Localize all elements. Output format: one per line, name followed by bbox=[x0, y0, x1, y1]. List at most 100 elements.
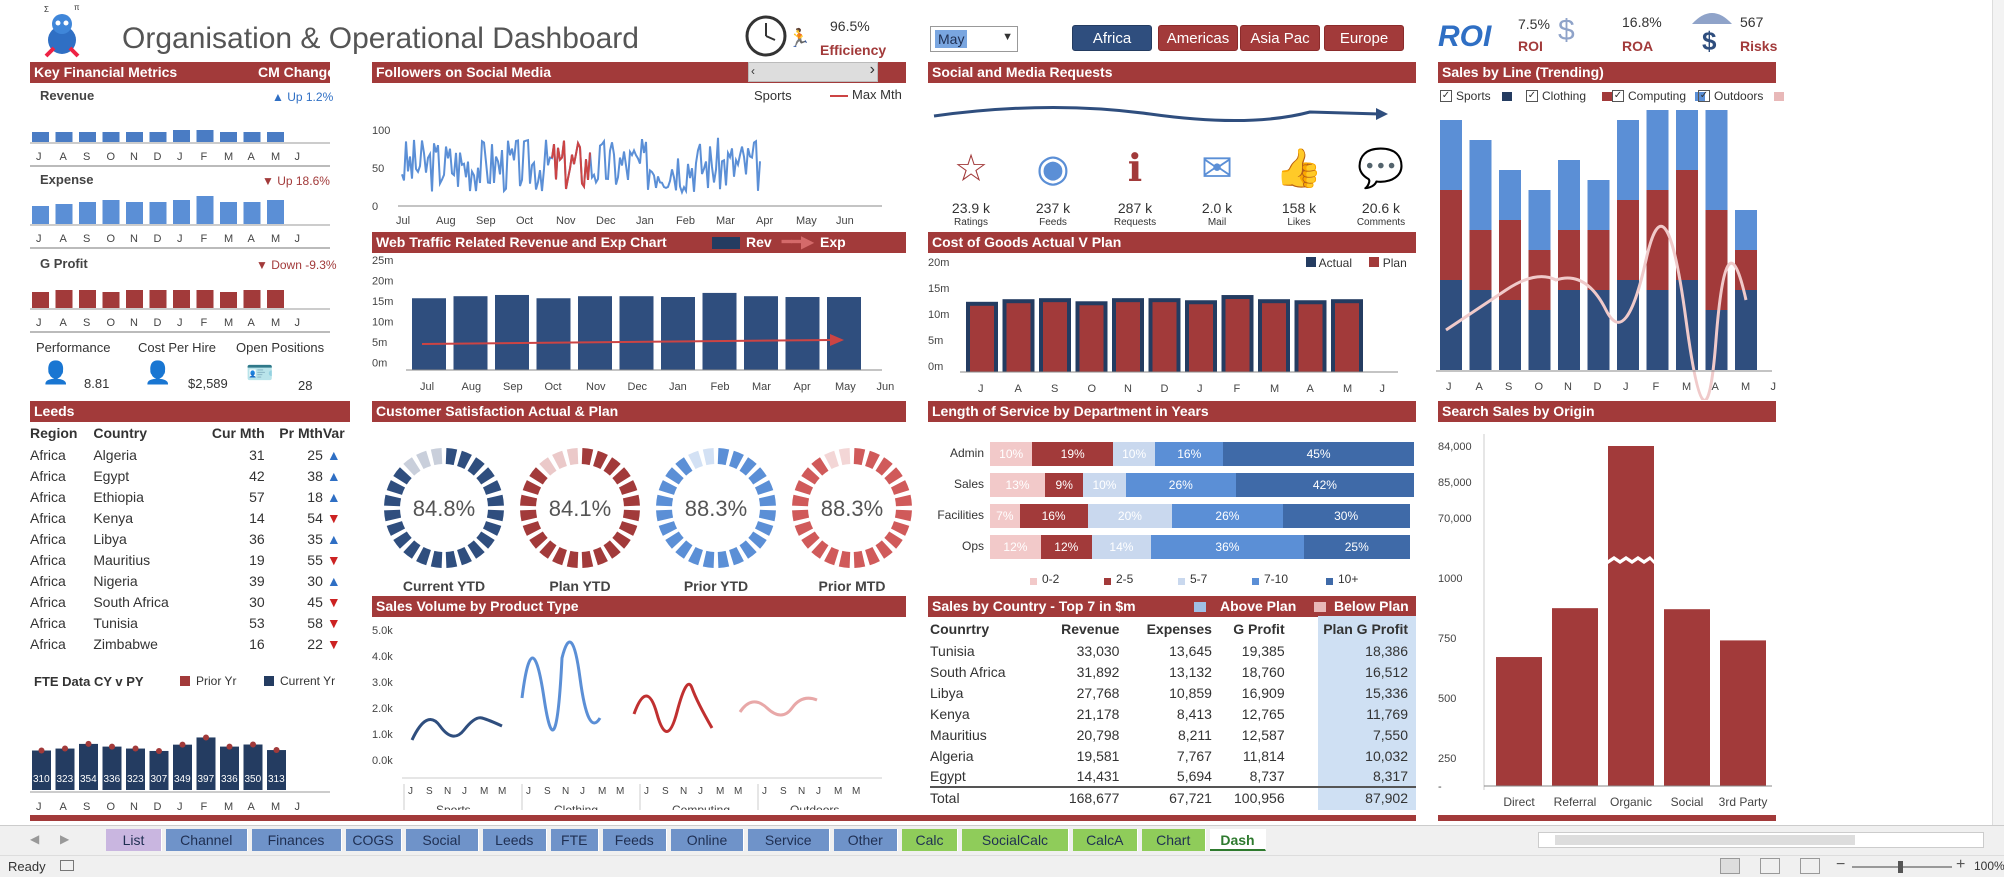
zoom-slider-thumb[interactable] bbox=[1898, 861, 1903, 873]
page-layout-icon[interactable] bbox=[1760, 858, 1780, 874]
country-cell: 33,030 bbox=[1076, 642, 1120, 659]
leeds-col-prior: Pr Mth bbox=[279, 425, 323, 441]
month-select[interactable]: May ▼ bbox=[930, 26, 1018, 52]
leeds-row: Africa Tunisia 53 58 ▼ bbox=[30, 612, 352, 633]
origin-category-label: Social bbox=[1671, 795, 1704, 809]
country-cell: 11,769 bbox=[1366, 705, 1408, 722]
chevron-right-icon[interactable]: › bbox=[869, 61, 875, 78]
kfm-bar bbox=[32, 206, 49, 224]
region-button-africa[interactable]: Africa bbox=[1072, 25, 1152, 51]
donut-segment bbox=[675, 540, 693, 559]
donut-segment bbox=[754, 521, 774, 536]
kfm-month-label: F bbox=[201, 151, 208, 163]
request-value: 2.0 k bbox=[1201, 200, 1233, 216]
tab-service[interactable]: Service bbox=[748, 829, 830, 851]
tab-other[interactable]: Other bbox=[833, 829, 898, 851]
legend-checkbox[interactable]: ✓ bbox=[1526, 90, 1538, 102]
horizontal-scrollbar[interactable] bbox=[1538, 832, 1984, 848]
kfm-month-label: M bbox=[224, 317, 233, 329]
sales-line-bar-clothing bbox=[1558, 230, 1580, 290]
tab-calc[interactable]: Calc bbox=[902, 829, 958, 851]
origin-ytick: 750 bbox=[1438, 633, 1456, 645]
donut-segment bbox=[758, 494, 776, 507]
fte-current-bar bbox=[79, 743, 98, 790]
tab-scroll-left-icon[interactable]: ◀ bbox=[30, 832, 40, 846]
fte-value-label: 397 bbox=[198, 774, 215, 785]
tab-calca[interactable]: CalcA bbox=[1073, 829, 1138, 851]
sales-line-legend-label: Outdoors bbox=[1714, 89, 1764, 103]
max-mth-legend-line bbox=[830, 95, 848, 97]
tab-social[interactable]: Social bbox=[405, 829, 479, 851]
page-break-icon[interactable] bbox=[1800, 858, 1820, 874]
origin-bar bbox=[1496, 657, 1542, 786]
donut-segment bbox=[792, 494, 810, 507]
zoom-in-icon[interactable]: + bbox=[1956, 856, 1966, 873]
tab-feeds[interactable]: Feeds bbox=[602, 829, 667, 851]
service-legend-swatch bbox=[1104, 578, 1111, 585]
cogs-actual-swatch bbox=[1306, 257, 1316, 267]
origin-axis-break bbox=[1608, 556, 1654, 564]
tab-finances[interactable]: Finances bbox=[251, 829, 342, 851]
chevron-left-icon[interactable]: ‹ bbox=[751, 64, 755, 78]
service-segment: 7% bbox=[990, 504, 1020, 528]
country-cell: Egypt bbox=[930, 768, 966, 784]
leeds-cell: 36 bbox=[249, 530, 265, 547]
leeds-cell: 53 bbox=[249, 614, 265, 631]
region-button-americas[interactable]: Americas bbox=[1158, 25, 1238, 51]
tab-chart[interactable]: Chart bbox=[1141, 829, 1206, 851]
legend-checkbox[interactable]: ✓ bbox=[1612, 90, 1624, 102]
fte-prior-dot bbox=[226, 743, 233, 750]
donut-label: Prior MTD bbox=[818, 578, 886, 594]
kfm-month-label: A bbox=[248, 317, 256, 329]
zoom-out-icon[interactable]: − bbox=[1836, 856, 1846, 873]
leeds-cell: Africa bbox=[30, 467, 66, 484]
zoom-slider[interactable] bbox=[1852, 861, 1952, 873]
leeds-cell: Africa bbox=[30, 593, 66, 610]
fte-prior-dot bbox=[203, 734, 209, 741]
tab-scroll-right-icon[interactable]: ▶ bbox=[60, 832, 70, 846]
fte-current-bar bbox=[102, 746, 122, 790]
origin-ytick: 1000 bbox=[1438, 573, 1462, 585]
legend-checkbox[interactable]: ✓ bbox=[1698, 90, 1710, 102]
region-button-europe[interactable]: Europe bbox=[1324, 25, 1404, 51]
vertical-scrollbar[interactable] bbox=[1992, 0, 2004, 825]
donut-segment bbox=[853, 448, 866, 466]
social-ytick: 0 bbox=[372, 201, 378, 213]
sales-line-month: J bbox=[1623, 381, 1629, 393]
kfm-month-label: J bbox=[177, 233, 183, 245]
donut-value: 84.1% bbox=[549, 496, 611, 521]
tab-online[interactable]: Online bbox=[671, 829, 744, 851]
legend-checkbox[interactable]: ✓ bbox=[1440, 90, 1452, 102]
leeds-row: Africa Algeria 31 25 ▲ bbox=[30, 444, 352, 465]
tab-dash[interactable]: Dash bbox=[1210, 829, 1266, 851]
tab-cogs[interactable]: COGS bbox=[345, 829, 402, 851]
volume-month: J bbox=[408, 786, 413, 797]
origin-ytick: - bbox=[1438, 781, 1442, 793]
region-button-asiapac[interactable]: Asia Pac bbox=[1240, 25, 1320, 51]
normal-view-icon[interactable] bbox=[1720, 858, 1740, 874]
tab-socialcalc[interactable]: SocialCalc bbox=[962, 829, 1069, 851]
service-segment: 10% bbox=[990, 442, 1033, 466]
social-selector[interactable]: ‹ › bbox=[748, 61, 878, 82]
tab-list[interactable]: List bbox=[106, 829, 162, 851]
macro-record-icon[interactable] bbox=[60, 860, 74, 871]
volume-group-label: Computing bbox=[672, 803, 730, 810]
fte-prior-swatch bbox=[180, 676, 190, 686]
scrollbar-thumb[interactable] bbox=[1555, 835, 1855, 845]
service-segment: 30% bbox=[1282, 504, 1410, 528]
fte-current-swatch bbox=[264, 676, 274, 686]
chevron-down-icon[interactable]: ▼ bbox=[1002, 31, 1013, 43]
tab-fte[interactable]: FTE bbox=[551, 829, 599, 851]
kfm-month-label: O bbox=[107, 317, 116, 329]
tab-channel[interactable]: Channel bbox=[166, 829, 248, 851]
kfm-month-label: M bbox=[271, 151, 280, 163]
donut-segment bbox=[403, 457, 421, 476]
tab-leeds[interactable]: Leeds bbox=[482, 829, 547, 851]
cogs-month: J bbox=[1380, 383, 1386, 395]
satisfaction-donut: 84.1% bbox=[520, 448, 640, 568]
kfm-bar bbox=[79, 202, 96, 224]
donut-segment bbox=[445, 448, 458, 466]
requests-trend-arrow bbox=[933, 105, 1388, 123]
web-month: Nov bbox=[586, 381, 606, 393]
request-label: Feeds bbox=[1039, 217, 1067, 228]
